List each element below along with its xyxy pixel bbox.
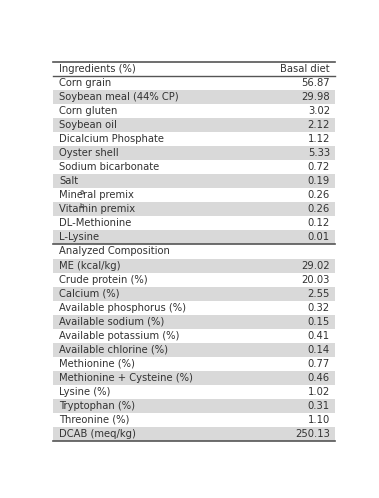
Text: 0.14: 0.14: [308, 345, 330, 355]
Bar: [53, 258, 335, 272]
Text: 0.26: 0.26: [308, 204, 330, 215]
Bar: [53, 343, 335, 357]
Text: 0.77: 0.77: [308, 359, 330, 369]
Text: 0.32: 0.32: [308, 303, 330, 313]
Text: Soybean meal (44% CP): Soybean meal (44% CP): [59, 92, 179, 102]
Text: 3.02: 3.02: [308, 106, 330, 116]
Text: 1.02: 1.02: [308, 387, 330, 397]
Text: Soybean oil: Soybean oil: [59, 120, 117, 130]
Text: Analyzed Composition: Analyzed Composition: [59, 247, 170, 256]
Text: DL-Methionine: DL-Methionine: [59, 219, 132, 229]
Text: Available phosphorus (%): Available phosphorus (%): [59, 303, 186, 313]
Text: Dicalcium Phosphate: Dicalcium Phosphate: [59, 134, 164, 144]
Text: 20.03: 20.03: [302, 274, 330, 284]
Text: L-Lysine: L-Lysine: [59, 233, 99, 243]
Text: Available sodium (%): Available sodium (%): [59, 317, 164, 327]
Text: 0.01: 0.01: [308, 233, 330, 243]
Bar: [53, 427, 335, 441]
Text: 0.12: 0.12: [308, 219, 330, 229]
Text: Corn grain: Corn grain: [59, 78, 111, 88]
Text: Available chlorine (%): Available chlorine (%): [59, 345, 168, 355]
Text: Sodium bicarbonate: Sodium bicarbonate: [59, 162, 160, 172]
Text: 2.12: 2.12: [308, 120, 330, 130]
Text: 2.55: 2.55: [308, 288, 330, 299]
Text: 56.87: 56.87: [301, 78, 330, 88]
Bar: [53, 146, 335, 160]
Text: Corn gluten: Corn gluten: [59, 106, 117, 116]
Text: Ingredients (%): Ingredients (%): [59, 64, 136, 74]
Bar: [53, 174, 335, 188]
Text: Salt: Salt: [59, 176, 78, 186]
Bar: [53, 315, 335, 329]
Text: Calcium (%): Calcium (%): [59, 288, 120, 299]
Bar: [53, 371, 335, 385]
Text: b: b: [80, 203, 84, 209]
Text: Threonine (%): Threonine (%): [59, 415, 130, 425]
Text: DCAB (meq/kg): DCAB (meq/kg): [59, 429, 136, 439]
Text: 0.46: 0.46: [308, 373, 330, 383]
Text: 0.15: 0.15: [308, 317, 330, 327]
Text: a: a: [80, 189, 84, 195]
Bar: [53, 231, 335, 245]
Text: 0.31: 0.31: [308, 401, 330, 411]
Bar: [53, 90, 335, 104]
Text: 5.33: 5.33: [308, 148, 330, 158]
Text: Vitamin premix: Vitamin premix: [59, 204, 135, 215]
Text: 1.10: 1.10: [308, 415, 330, 425]
Text: Methionine (%): Methionine (%): [59, 359, 135, 369]
Text: 0.26: 0.26: [308, 190, 330, 200]
Bar: [53, 202, 335, 217]
Text: Crude protein (%): Crude protein (%): [59, 274, 148, 284]
Text: ME (kcal/kg): ME (kcal/kg): [59, 260, 121, 270]
Text: 0.41: 0.41: [308, 331, 330, 341]
Text: Tryptophan (%): Tryptophan (%): [59, 401, 135, 411]
Text: 0.19: 0.19: [308, 176, 330, 186]
Text: 29.98: 29.98: [301, 92, 330, 102]
Text: 250.13: 250.13: [295, 429, 330, 439]
Text: Methionine + Cysteine (%): Methionine + Cysteine (%): [59, 373, 193, 383]
Bar: [53, 286, 335, 301]
Text: 1.12: 1.12: [308, 134, 330, 144]
Text: Available potassium (%): Available potassium (%): [59, 331, 180, 341]
Text: Oyster shell: Oyster shell: [59, 148, 119, 158]
Bar: [53, 399, 335, 413]
Text: Lysine (%): Lysine (%): [59, 387, 111, 397]
Text: Basal diet: Basal diet: [280, 64, 330, 74]
Text: 0.72: 0.72: [308, 162, 330, 172]
Text: 29.02: 29.02: [301, 260, 330, 270]
Bar: [53, 118, 335, 132]
Text: Mineral premix: Mineral premix: [59, 190, 134, 200]
